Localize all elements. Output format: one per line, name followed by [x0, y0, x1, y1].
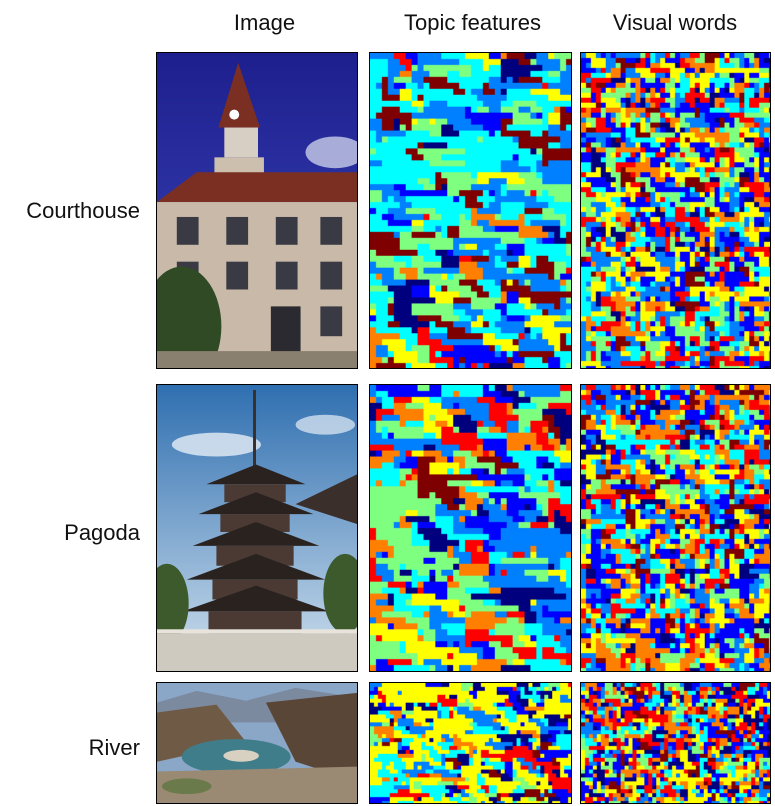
pagoda-visual-words-map [580, 384, 771, 672]
river-image [156, 682, 358, 804]
pagoda-visual-words-canvas [581, 385, 770, 671]
courthouse-topic-features-map [369, 52, 572, 369]
courthouse-topic-features-canvas [370, 53, 571, 368]
column-header-image: Image [233, 10, 296, 35]
courthouse-illustration [157, 53, 357, 368]
river-topic-features-canvas [370, 683, 571, 803]
river-topic-features-map [369, 682, 572, 804]
pagoda-illustration [157, 385, 357, 671]
row-label-courthouse: Courthouse [26, 198, 140, 223]
river-visual-words-canvas [581, 683, 770, 803]
row-label-pagoda: Pagoda [64, 520, 140, 545]
pagoda-image [156, 384, 358, 672]
river-visual-words-map [580, 682, 771, 804]
column-header-topic-features: Topic features [404, 10, 541, 35]
river-illustration [157, 683, 357, 803]
pagoda-topic-features-canvas [370, 385, 571, 671]
pagoda-topic-features-map [369, 384, 572, 672]
courthouse-visual-words-canvas [581, 53, 770, 368]
row-label-river: River [88, 735, 140, 760]
courthouse-image [156, 52, 358, 369]
column-header-visual-words: Visual words [612, 10, 738, 35]
courthouse-visual-words-map [580, 52, 771, 369]
